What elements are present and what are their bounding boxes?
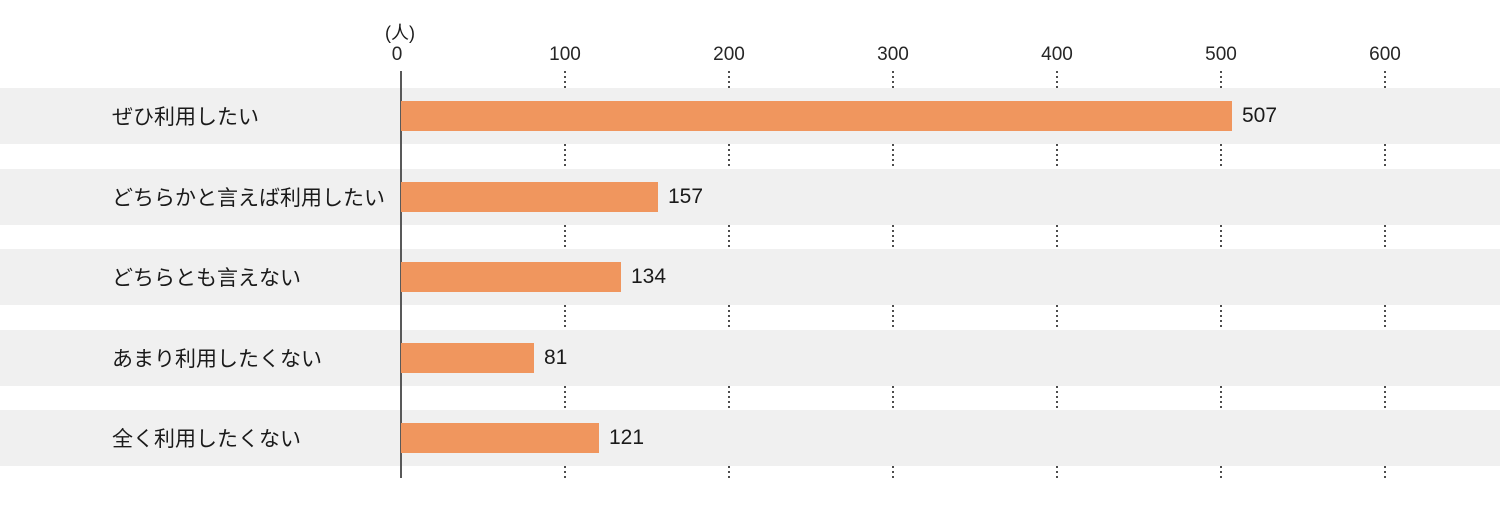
dotted-gridline-segment — [1384, 224, 1386, 249]
dotted-gridline-segment — [728, 144, 730, 169]
dotted-gridline-segment — [892, 71, 894, 88]
value-label: 134 — [631, 265, 667, 288]
dotted-gridline-segment — [1384, 385, 1386, 410]
dotted-gridline-segment — [1384, 71, 1386, 88]
row-band — [0, 329, 1500, 386]
dotted-gridline-segment — [1056, 305, 1058, 330]
dotted-gridline-segment — [728, 305, 730, 330]
dotted-gridline-segment — [1220, 224, 1222, 249]
dotted-gridline-segment — [564, 305, 566, 330]
bar — [401, 342, 534, 373]
dotted-gridline-segment — [892, 144, 894, 169]
dotted-gridline-segment — [564, 385, 566, 410]
dotted-gridline-segment — [728, 224, 730, 249]
value-label: 507 — [1242, 104, 1278, 127]
dotted-gridline-segment — [564, 71, 566, 88]
dotted-gridline-segment — [728, 385, 730, 410]
dotted-gridline-segment — [728, 466, 730, 478]
dotted-gridline-segment — [1384, 144, 1386, 169]
dotted-gridline-segment — [1384, 305, 1386, 330]
dotted-gridline-segment — [1220, 466, 1222, 478]
dotted-gridline-segment — [1056, 144, 1058, 169]
category-label: どちらとも言えない — [112, 267, 301, 290]
x-axis-tick-label: 400 — [1041, 44, 1073, 65]
bar — [401, 101, 1232, 131]
x-axis-tick-label: 500 — [1205, 44, 1237, 65]
dotted-gridline-segment — [892, 466, 894, 478]
row-band — [0, 249, 1500, 305]
category-label: 全く利用したくない — [112, 428, 301, 451]
dotted-gridline-segment — [1220, 385, 1222, 410]
dotted-gridline-segment — [564, 224, 566, 249]
x-axis-tick-label: 200 — [713, 44, 745, 65]
value-label: 121 — [609, 426, 645, 449]
dotted-gridline-segment — [1056, 466, 1058, 478]
dotted-gridline-segment — [1056, 385, 1058, 410]
dotted-gridline-segment — [564, 144, 566, 169]
dotted-gridline-segment — [1384, 466, 1386, 478]
axis-unit-label: (人) — [385, 23, 415, 43]
x-axis-tick-label: 100 — [549, 44, 581, 65]
row-band — [0, 168, 1500, 225]
value-label: 81 — [544, 345, 568, 369]
dotted-gridline-segment — [728, 71, 730, 88]
x-axis-tick-label: 600 — [1369, 44, 1401, 65]
category-label: ぜひ利用したい — [112, 106, 259, 129]
bar — [401, 423, 599, 453]
dotted-gridline-segment — [1220, 144, 1222, 169]
x-axis-tick-label: 0 — [391, 44, 403, 65]
dotted-gridline-segment — [1220, 71, 1222, 88]
bar — [401, 181, 658, 212]
dotted-gridline-segment — [1056, 224, 1058, 249]
zero-axis-line — [400, 71, 402, 478]
bar — [401, 262, 621, 292]
value-label: 157 — [668, 184, 704, 208]
dotted-gridline-segment — [892, 385, 894, 410]
row-band — [0, 410, 1500, 466]
category-label: あまり利用したくない — [112, 347, 322, 371]
x-axis-tick-label: 300 — [877, 44, 909, 65]
dotted-gridline-segment — [564, 466, 566, 478]
dotted-gridline-segment — [892, 305, 894, 330]
dotted-gridline-segment — [892, 224, 894, 249]
dotted-gridline-segment — [1056, 71, 1058, 88]
dotted-gridline-segment — [1220, 305, 1222, 330]
category-label: どちらかと言えば利用したい — [112, 186, 385, 210]
